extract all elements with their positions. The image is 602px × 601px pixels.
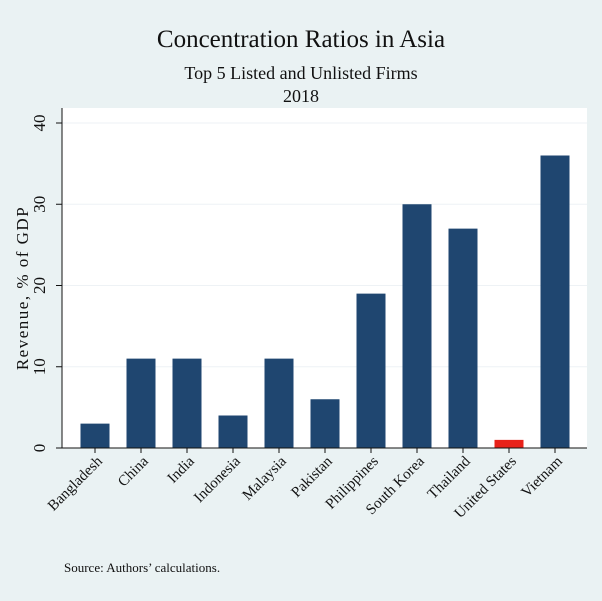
bar-thailand [448, 228, 478, 448]
bar-malaysia [264, 358, 294, 448]
chart-subtitle: Top 5 Listed and Unlisted Firms [184, 63, 418, 83]
x-tick-label: Bangladesh [45, 453, 106, 514]
bar-series [80, 155, 570, 448]
y-tick-label: 20 [30, 277, 49, 294]
y-tick-label: 10 [30, 358, 49, 375]
y-axis: 0 10 20 30 40 [30, 108, 63, 453]
source-note: Source: Authors’ calculations. [64, 560, 221, 575]
bar-pakistan [310, 399, 340, 448]
bar-china [126, 358, 156, 448]
bar-india [172, 358, 202, 448]
x-tick-label: Malaysia [240, 453, 290, 503]
y-tick-label: 40 [30, 115, 49, 132]
x-tick-label: Vietnam [519, 453, 566, 500]
chart-subtitle-year: 2018 [283, 86, 319, 106]
y-tick-label: 0 [30, 444, 49, 453]
bar-indonesia [218, 415, 248, 448]
chart-title: Concentration Ratios in Asia [156, 26, 446, 53]
bar-south-korea [402, 204, 432, 448]
y-axis-label: Revenue, % of GDP [13, 206, 32, 370]
x-axis: Bangladesh China IndiaIndonesiaMalaysiaPak… [45, 447, 587, 522]
x-tick-label: Indonesia [191, 453, 244, 506]
bar-bangladesh [80, 423, 110, 448]
x-tick-label: India [165, 453, 198, 486]
bar-united-states [494, 439, 524, 448]
y-tick-label: 30 [30, 196, 49, 213]
x-tick-label: China [115, 453, 152, 490]
bar-philippines [356, 293, 386, 448]
bar-vietnam [540, 155, 570, 448]
